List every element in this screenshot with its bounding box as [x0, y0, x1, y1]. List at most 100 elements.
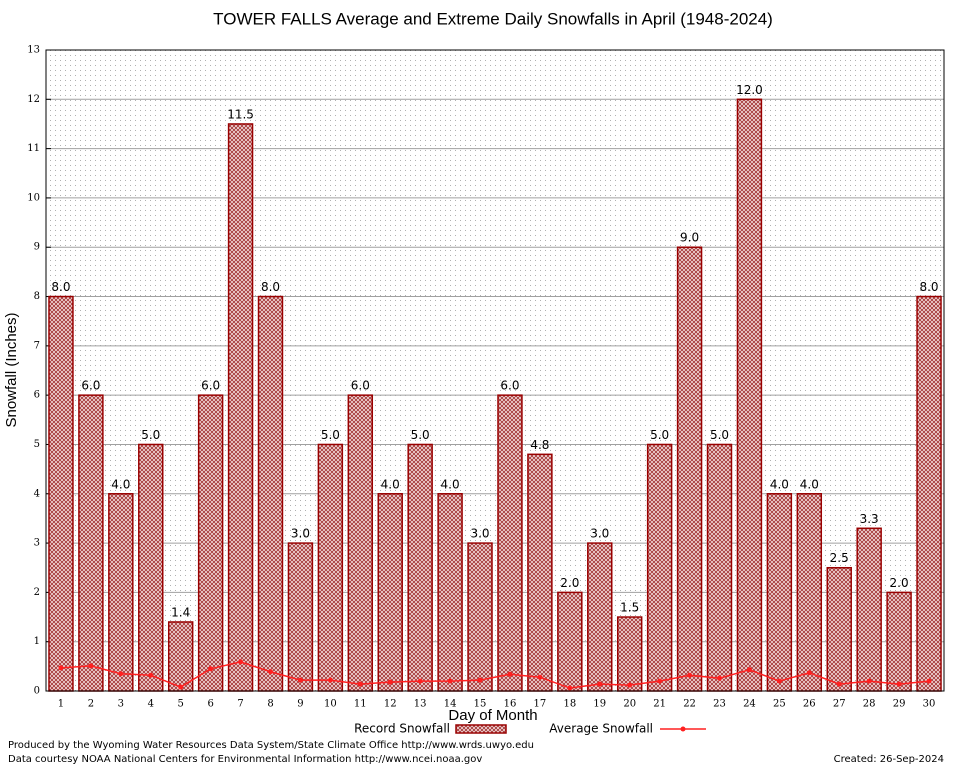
- y-tick-label: 8: [34, 291, 40, 302]
- point: [836, 681, 842, 687]
- value-label: 5.0: [411, 428, 430, 442]
- bar: [108, 493, 134, 692]
- value-label: 9.0: [680, 231, 699, 245]
- x-tick-label: 7: [237, 699, 243, 710]
- legend-swatch: [455, 724, 507, 734]
- value-label: 3.0: [590, 527, 609, 541]
- x-tick-label: 4: [148, 699, 154, 710]
- value-label: 4.0: [770, 477, 789, 491]
- line: [60, 661, 930, 689]
- x-tick-label: 10: [324, 699, 337, 710]
- point: [357, 681, 363, 687]
- chart-title: TOWER FALLS Average and Extreme Daily Sn…: [213, 9, 773, 28]
- value-label: 2.0: [890, 576, 909, 590]
- x-tick-label: 21: [653, 699, 666, 710]
- value-label: 8.0: [51, 280, 70, 294]
- value-label: 3.0: [470, 527, 489, 541]
- value-label: 5.0: [321, 428, 340, 442]
- y-tick-label: 13: [27, 45, 40, 56]
- bar: [167, 621, 194, 692]
- x-tick-label: 18: [563, 699, 576, 710]
- bar: [227, 123, 254, 692]
- bar: [497, 394, 523, 692]
- value-label: 11.5: [227, 107, 254, 121]
- y-tick-label: 9: [34, 242, 40, 253]
- bar: [616, 616, 643, 692]
- point: [268, 669, 273, 675]
- value-label: 1.5: [620, 601, 639, 615]
- x-tick-label: 19: [593, 699, 606, 710]
- value-label: 3.3: [860, 512, 879, 526]
- bar: [317, 443, 344, 692]
- bar: [467, 542, 493, 692]
- value-label: 2.0: [560, 576, 579, 590]
- x-tick-label: 17: [534, 699, 547, 710]
- value-label: 4.0: [381, 477, 400, 491]
- x-tick-label: 15: [474, 699, 487, 710]
- y-tick-label: 7: [34, 340, 40, 351]
- bar: [377, 493, 403, 692]
- x-tick-label: 29: [893, 699, 906, 710]
- x-tick-label: 6: [207, 699, 213, 710]
- point: [926, 678, 932, 684]
- point: [477, 677, 483, 683]
- value-label: 4.8: [530, 438, 549, 452]
- x-tick-label: 16: [504, 699, 517, 710]
- x-axis-label: Day of Month: [448, 707, 537, 724]
- point: [417, 678, 423, 684]
- y-tick-label: 3: [34, 538, 40, 549]
- bar: [138, 443, 164, 692]
- value-label: 8.0: [919, 280, 938, 294]
- value-label: 4.0: [441, 477, 460, 491]
- point: [896, 681, 902, 687]
- x-tick-label: 12: [384, 699, 397, 710]
- point: [687, 672, 693, 678]
- y-tick-label: 10: [27, 192, 40, 203]
- point: [208, 666, 214, 672]
- bar: [766, 493, 793, 692]
- x-tick-label: 14: [444, 699, 457, 710]
- bar: [557, 591, 583, 692]
- plot-background: [46, 50, 944, 691]
- point: [627, 682, 633, 688]
- bar: [587, 542, 613, 692]
- legend-label: Average Snowfall: [549, 722, 653, 736]
- bar: [676, 246, 703, 692]
- point: [657, 678, 663, 684]
- x-tick-label: 5: [178, 699, 184, 710]
- footer: Produced by the Wyoming Water Resources …: [8, 740, 534, 751]
- x-tick-label: 22: [683, 699, 696, 710]
- plot-frame: [45, 49, 945, 692]
- point: [327, 677, 333, 683]
- x-tick-label: 27: [833, 699, 846, 710]
- y-tick-label: 1: [34, 636, 40, 647]
- y-tick-label: 11: [27, 143, 40, 154]
- point: [58, 665, 64, 671]
- value-label: 2.5: [830, 551, 849, 565]
- bar: [916, 295, 942, 692]
- point: [387, 679, 393, 685]
- value-label: 6.0: [81, 379, 100, 393]
- point: [567, 685, 573, 691]
- point: [178, 684, 184, 690]
- x-tick-label: 9: [297, 699, 303, 710]
- value-label: 4.0: [800, 477, 819, 491]
- value-label: 8.0: [261, 280, 280, 294]
- point: [866, 678, 872, 684]
- point: [776, 678, 782, 684]
- x-tick-label: 20: [623, 699, 636, 710]
- footer: Data courtesy NOAA National Centers for …: [8, 754, 482, 765]
- x-tick-label: 13: [414, 699, 427, 710]
- point: [717, 675, 722, 681]
- point: [118, 671, 124, 677]
- bar: [287, 542, 314, 692]
- legend-marker: [680, 726, 686, 732]
- value-label: 6.0: [500, 379, 519, 393]
- value-label: 6.0: [351, 379, 370, 393]
- y-axis-label: Snowfall (Inches): [3, 312, 20, 427]
- x-tick-label: 11: [354, 699, 367, 710]
- value-label: 5.0: [141, 428, 160, 442]
- value-label: 6.0: [201, 379, 220, 393]
- bar: [347, 394, 374, 692]
